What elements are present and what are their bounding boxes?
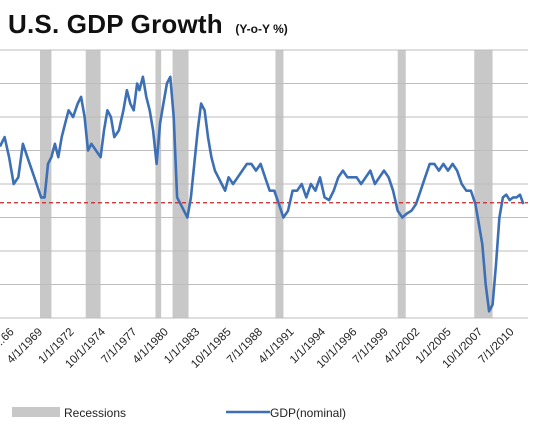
legend-label-gdp: GDP(nominal) <box>270 406 346 420</box>
series-line-gdp <box>0 75 525 313</box>
x-tick-label: ...66 <box>0 326 17 350</box>
gridlines <box>0 49 528 319</box>
legend: Recessions GDP(nominal) <box>12 406 346 420</box>
legend-label-recessions: Recessions <box>64 406 126 420</box>
chart-subtitle: (Y-o-Y %) <box>235 22 288 36</box>
title-block: U.S. GDP Growth (Y-o-Y %) <box>8 9 288 40</box>
legend-swatch-recessions <box>12 407 60 417</box>
x-tick-labels: ...664/1/19691/1/197210/1/19747/1/19774/… <box>0 326 517 371</box>
chart-title: U.S. GDP Growth <box>8 9 223 39</box>
series-layer <box>0 75 525 313</box>
